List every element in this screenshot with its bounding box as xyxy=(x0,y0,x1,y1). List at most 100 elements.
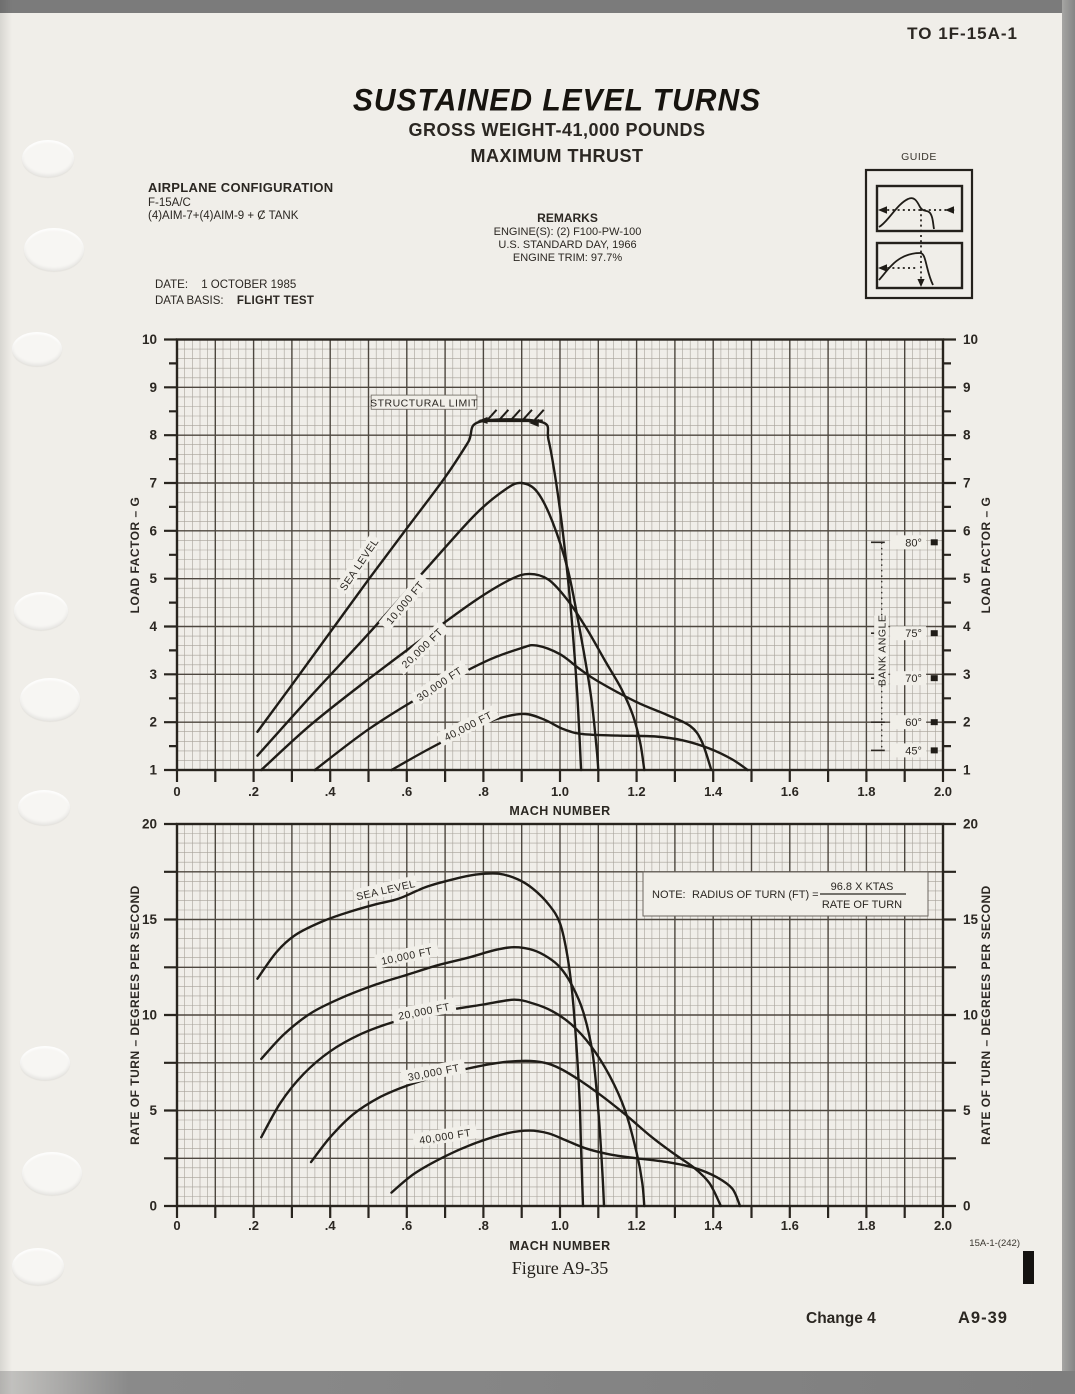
svg-text:10: 10 xyxy=(142,1008,157,1023)
config-heading: AIRPLANE CONFIGURATION xyxy=(148,180,334,195)
svg-text:1.2: 1.2 xyxy=(628,1218,646,1233)
curve-label: STRUCTURAL LIMIT xyxy=(370,394,478,410)
svg-text:1: 1 xyxy=(149,763,157,778)
x-axis-title: MACH NUMBER xyxy=(509,1239,610,1253)
curve-30-000-ft xyxy=(309,1059,723,1208)
svg-text:BANK ANGLE: BANK ANGLE xyxy=(877,615,889,687)
remarks-line: ENGINE(S): (2) F100-PW-100 xyxy=(493,226,642,238)
svg-text:1.6: 1.6 xyxy=(781,784,799,799)
punch-hole xyxy=(18,790,70,825)
svg-text:96.8 X KTAS: 96.8 X KTAS xyxy=(831,881,894,893)
svg-text:0: 0 xyxy=(963,1199,971,1214)
svg-text:1.8: 1.8 xyxy=(857,1218,875,1233)
svg-text:2: 2 xyxy=(149,715,157,730)
svg-text:1.2: 1.2 xyxy=(628,784,646,799)
figure-caption: Figure A9-35 xyxy=(511,1258,609,1278)
data-basis-value: FLIGHT TEST xyxy=(236,295,315,307)
svg-text:75°: 75° xyxy=(905,628,922,640)
svg-text:60°: 60° xyxy=(905,717,922,729)
page-number: A9-39 xyxy=(958,1309,1008,1327)
curve-label: SEA LEVEL xyxy=(352,875,419,904)
data-basis-label: DATA BASIS: xyxy=(155,295,224,307)
svg-text:9: 9 xyxy=(963,380,971,395)
svg-text:3: 3 xyxy=(963,667,971,682)
svg-text:.2: .2 xyxy=(248,1218,259,1233)
data-basis-line: DATA BASIS: FLIGHT TEST xyxy=(155,295,314,307)
svg-text:1.4: 1.4 xyxy=(704,1218,723,1233)
svg-text:3: 3 xyxy=(149,667,157,682)
curve-20-000-ft xyxy=(260,998,646,1208)
load-factor-chart: 0 .2 .4 .6 .8 1.0 1.2 1.4 1.6 1.8 2.0 1 1 2 2 3 3 4 4 5 5 6 6 7… xyxy=(128,332,993,818)
svg-text:.4: .4 xyxy=(325,1218,337,1233)
date-label: DATE: xyxy=(155,279,189,291)
scan-edge-right xyxy=(1062,0,1075,1394)
thrust-subtitle: MAXIMUM THRUST xyxy=(470,146,644,166)
curve-20-000-ft xyxy=(260,572,646,772)
svg-text:.6: .6 xyxy=(401,784,412,799)
curve-label: BANK ANGLE xyxy=(874,615,889,687)
svg-text:5: 5 xyxy=(963,1103,971,1118)
svg-text:0: 0 xyxy=(149,1199,157,1214)
svg-text:7: 7 xyxy=(963,476,971,491)
svg-text:SEA LEVEL: SEA LEVEL xyxy=(338,536,382,593)
svg-text:10: 10 xyxy=(963,1008,978,1023)
scan-edge-top xyxy=(0,0,1075,13)
svg-text:4: 4 xyxy=(149,619,157,634)
punch-hole xyxy=(20,1046,70,1080)
x-axis-title: MACH NUMBER xyxy=(509,804,610,818)
y-axis-title: LOAD FACTOR – G xyxy=(128,497,142,614)
svg-text:RADIUS OF TURN (FT) =: RADIUS OF TURN (FT) = xyxy=(692,889,819,901)
structural-limit: STRUCTURAL LIMIT xyxy=(370,394,545,427)
svg-text:.8: .8 xyxy=(478,784,489,799)
svg-text:10: 10 xyxy=(963,332,978,347)
svg-text:1.6: 1.6 xyxy=(781,1218,799,1233)
y-axis-title: LOAD FACTOR – G xyxy=(979,497,993,614)
svg-text:70°: 70° xyxy=(905,673,922,685)
punch-hole xyxy=(12,332,62,366)
svg-text:0: 0 xyxy=(173,1218,180,1233)
svg-text:0: 0 xyxy=(173,784,180,799)
svg-text:2.0: 2.0 xyxy=(934,1218,952,1233)
y-axis-title: RATE OF TURN – DEGREES PER SECOND xyxy=(979,885,993,1145)
punch-hole xyxy=(24,228,84,271)
svg-text:10,000 FT: 10,000 FT xyxy=(384,579,427,627)
svg-text:.2: .2 xyxy=(248,784,259,799)
svg-text:20: 20 xyxy=(142,817,157,832)
svg-text:1.8: 1.8 xyxy=(857,784,875,799)
guide-thumbnail xyxy=(864,168,974,300)
svg-text:7: 7 xyxy=(149,476,157,491)
svg-text:15: 15 xyxy=(142,912,158,927)
svg-text:20: 20 xyxy=(963,817,978,832)
svg-text:.6: .6 xyxy=(401,1218,412,1233)
punch-hole xyxy=(22,1152,82,1195)
svg-text:5: 5 xyxy=(963,571,971,586)
remarks-line: ENGINE TRIM: 97.7% xyxy=(512,252,623,264)
punch-hole xyxy=(12,1248,64,1285)
change-number: Change 4 xyxy=(806,1310,876,1327)
punch-hole xyxy=(14,592,68,630)
svg-text:6: 6 xyxy=(963,523,971,538)
date-line: DATE: 1 OCTOBER 1985 xyxy=(155,279,296,291)
svg-text:80°: 80° xyxy=(905,537,922,549)
scan-edge-bottom xyxy=(0,1371,1075,1394)
curve-label: 10,000 FT xyxy=(378,573,431,632)
config-stores: (4)AIM-7+(4)AIM-9 + Ȼ TANK xyxy=(148,210,299,222)
curve-label: SEA LEVEL xyxy=(334,533,383,595)
svg-text:.8: .8 xyxy=(478,1218,489,1233)
guide-label: GUIDE xyxy=(901,151,937,163)
svg-text:5: 5 xyxy=(149,571,157,586)
svg-text:NOTE:: NOTE: xyxy=(652,889,686,901)
config-aircraft: F-15A/C xyxy=(148,197,191,209)
svg-text:8: 8 xyxy=(149,428,157,443)
svg-text:6: 6 xyxy=(149,523,157,538)
svg-text:1.0: 1.0 xyxy=(551,1218,569,1233)
curve-sea-level xyxy=(256,872,585,1208)
punch-hole xyxy=(22,140,74,177)
svg-text:1: 1 xyxy=(963,763,971,778)
gross-weight-subtitle: GROSS WEIGHT-41,000 POUNDS xyxy=(408,120,706,140)
svg-text:SEA LEVEL: SEA LEVEL xyxy=(355,878,417,903)
svg-text:15: 15 xyxy=(963,912,979,927)
radius-of-turn-note: NOTE: RADIUS OF TURN (FT) = 96.8 X KTAS RAT… xyxy=(642,871,929,917)
svg-text:STRUCTURAL LIMIT: STRUCTURAL LIMIT xyxy=(370,397,478,409)
